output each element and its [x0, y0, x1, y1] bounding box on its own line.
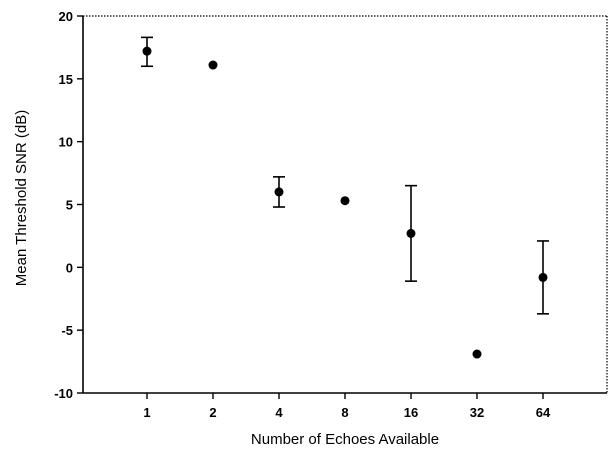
data-point — [142, 46, 152, 56]
data-point — [208, 60, 218, 70]
y-tick-label: 20 — [59, 9, 73, 24]
y-tick-label: -5 — [61, 323, 73, 338]
y-tick-label: 5 — [66, 198, 73, 213]
data-point — [340, 196, 350, 206]
x-tick-label: 4 — [275, 405, 283, 420]
marks-layer — [141, 36, 549, 359]
y-axis-title: Mean Threshold SNR (dB) — [13, 110, 30, 286]
x-axis-title: Number of Echoes Available — [251, 431, 439, 448]
y-tick-label: -10 — [54, 386, 73, 401]
x-tick-label: 64 — [536, 405, 551, 420]
x-tick-label: 32 — [470, 405, 484, 420]
x-tick-label: 16 — [404, 405, 418, 420]
x-tick-label: 2 — [209, 405, 216, 420]
x-tick-label: 8 — [341, 405, 348, 420]
y-tick-label: 0 — [66, 260, 73, 275]
x-tick-label: 1 — [143, 405, 150, 420]
data-point — [472, 349, 482, 359]
data-point — [274, 187, 284, 197]
ticks-layer: 20 15 10 5 0 -5 -10 1 2 4 8 16 32 64 — [54, 9, 551, 420]
y-tick-label: 15 — [59, 72, 73, 87]
data-point — [538, 272, 548, 282]
data-point — [406, 228, 416, 238]
y-tick-label: 10 — [59, 135, 73, 150]
